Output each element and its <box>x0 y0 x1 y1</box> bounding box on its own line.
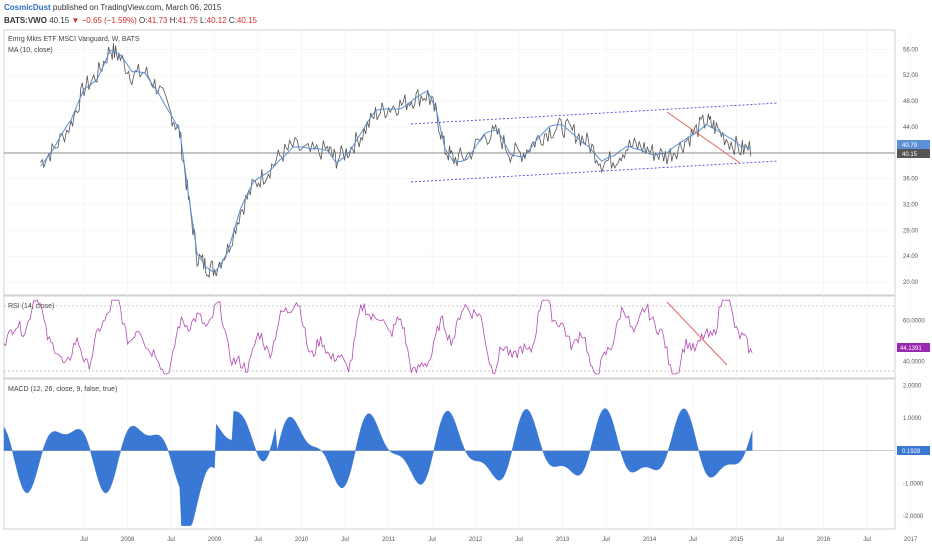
x-tick-label: Jul <box>167 537 175 543</box>
rsi-y-tick: 40.0000 <box>903 360 925 366</box>
quote-line: BATS:VWO 40.15 ▼ −0.65 (−1.59%) O:41.73 … <box>4 16 257 25</box>
x-tick-label: Jul <box>776 537 784 543</box>
price-y-tick: 52.00 <box>903 73 919 79</box>
macd-y-axis: 2.0000 1.0000 -1.0000 -2.0000 <box>903 384 924 520</box>
price-y-tick: 36.00 <box>903 177 919 183</box>
rsi-y-tick: 60.0000 <box>903 319 925 325</box>
rsi-value-label: 44.1391 <box>900 346 922 352</box>
x-tick-label: Jul <box>602 537 610 543</box>
ma-value-tag <box>897 140 930 149</box>
x-tick-label: 2017 <box>904 537 918 543</box>
price-y-tick: 32.00 <box>903 203 919 209</box>
high-value: 41.75 <box>177 16 198 25</box>
macd-area[interactable] <box>3 408 753 526</box>
x-tick-label: 2009 <box>208 537 222 543</box>
x-tick-label: 2011 <box>382 537 396 543</box>
price-y-tick: 44.00 <box>903 125 919 131</box>
macd-legend: MACD (12, 26, close, 9, false, true) <box>8 386 117 393</box>
ma-legend: MA (10, close) <box>8 47 53 54</box>
price-value-tag <box>897 149 930 158</box>
open-value: 41.73 <box>147 16 168 25</box>
price-y-tick: 24.00 <box>903 254 919 260</box>
x-tick-label: 2012 <box>469 537 483 543</box>
open-key: O: <box>139 16 148 25</box>
close-value: 40.15 <box>236 16 257 25</box>
x-tick-label: 2015 <box>730 537 744 543</box>
rsi-y-axis: 60.0000 40.0000 <box>903 319 925 366</box>
x-tick-label: Jul <box>80 537 88 543</box>
rsi-pane[interactable] <box>3 295 896 379</box>
last-price: 40.15 <box>49 16 70 25</box>
macd-value-tag <box>897 446 930 455</box>
x-tick-label: Jul <box>428 537 436 543</box>
channel-lower-line[interactable] <box>410 160 779 183</box>
moving-average-line[interactable] <box>40 49 751 274</box>
macd-histogram <box>3 408 895 526</box>
x-tick-label: 2008 <box>121 537 135 543</box>
channel-upper-line[interactable] <box>410 102 779 125</box>
close-key: C: <box>228 16 237 25</box>
price-y-tick: 28.00 <box>903 228 919 234</box>
chart-header: CosmicDust published on TradingView.com,… <box>0 0 932 30</box>
price-value-label: 40.15 <box>902 152 918 158</box>
rsi-legend: RSI (14, close) <box>8 303 54 310</box>
macd-y-tick: 1.0000 <box>903 416 922 422</box>
x-tick-label: Jul <box>341 537 349 543</box>
x-tick-label: Jul <box>515 537 523 543</box>
x-tick-label: Jul <box>254 537 262 543</box>
rsi-line[interactable] <box>3 299 753 375</box>
price-y-tick: 56.00 <box>903 47 919 53</box>
macd-y-tick: -2.0000 <box>903 514 924 520</box>
price-trendline[interactable] <box>666 111 741 164</box>
price-y-tick: 48.00 <box>903 99 919 105</box>
author-link[interactable]: CosmicDust <box>4 3 51 12</box>
price-series <box>40 42 752 279</box>
x-tick-label: 2014 <box>643 537 657 543</box>
x-tick-label: 2010 <box>295 537 309 543</box>
price-change: ▼ −0.65 (−1.59%) <box>71 16 137 25</box>
rsi-value-tag <box>897 343 930 352</box>
time-axis: Jul 2008 Jul 2009 Jul 2010 Jul 2011 Jul 2012 Jul 20… <box>80 537 918 543</box>
macd-value-label: 0.1928 <box>902 449 921 455</box>
price-y-tick: 20.00 <box>903 280 919 286</box>
symbol-label: BATS:VWO <box>4 16 47 25</box>
publish-info: published on TradingView.com, March 06, … <box>52 3 222 12</box>
x-tick-label: 2016 <box>817 537 831 543</box>
price-legend: Emrg Mkts ETF MSCI Vanguard, W, BATS <box>8 36 140 43</box>
publish-line: CosmicDust published on TradingView.com,… <box>4 3 221 12</box>
rsi-trendline[interactable] <box>666 301 728 366</box>
x-tick-label: Jul <box>863 537 871 543</box>
x-tick-label: 2013 <box>556 537 570 543</box>
ma-value-label: 40.79 <box>902 143 918 149</box>
low-key: L: <box>199 16 207 25</box>
macd-pane[interactable] <box>3 378 896 530</box>
macd-y-tick: -1.0000 <box>903 481 924 487</box>
rsi-series <box>3 299 753 375</box>
grid-lines <box>4 30 911 529</box>
high-key: H: <box>169 16 178 25</box>
price-line[interactable] <box>40 42 752 279</box>
macd-y-tick: 2.0000 <box>903 384 922 390</box>
x-tick-label: Jul <box>689 537 697 543</box>
low-value: 40.12 <box>206 16 227 25</box>
price-pane[interactable] <box>3 29 896 296</box>
